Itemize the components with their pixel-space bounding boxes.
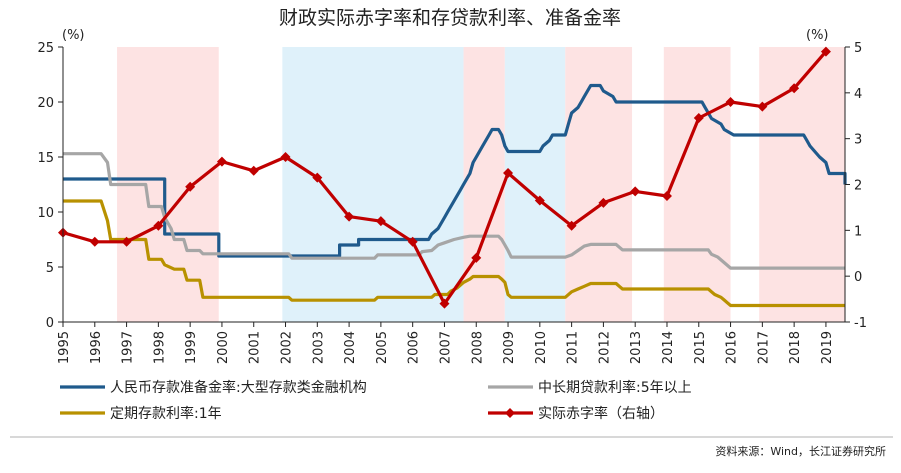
x-tick-label-23: 2018 [788, 331, 803, 364]
data-point-18 [630, 186, 641, 197]
legend-label-2: 定期存款利率:1年 [110, 405, 222, 422]
legend-label-1: 中长期贷款利率:5年以上 [538, 379, 692, 396]
left-tick-label-1: 5 [46, 261, 54, 276]
left-tick-label-5: 25 [37, 41, 54, 56]
data-point-5 [216, 156, 227, 167]
x-tick-label-1: 1996 [89, 331, 104, 364]
data-point-2 [121, 236, 132, 247]
right-tick-label-5: 4 [854, 87, 862, 102]
data-point-1 [89, 236, 100, 247]
series-layer [58, 46, 847, 309]
x-tick-label-2: 1997 [121, 331, 136, 364]
right-tick-label-0: -1 [854, 316, 867, 331]
x-tick-label-4: 1999 [184, 331, 199, 364]
data-point-7 [280, 152, 291, 162]
shaded-period-1 [282, 47, 464, 322]
shaded-periods [117, 47, 845, 322]
x-tick-label-10: 2005 [375, 331, 390, 364]
data-point-17 [598, 197, 609, 208]
x-tick-label-7: 2002 [280, 331, 295, 364]
source-note: 资料来源：Wind，长江证券研究所 [715, 444, 886, 458]
data-point-16 [566, 220, 577, 231]
shaded-period-4 [565, 47, 633, 322]
data-point-23 [789, 83, 800, 94]
x-tick-label-13: 2008 [470, 331, 485, 364]
x-tick-label-18: 2013 [629, 331, 644, 364]
legend: 人民币存款准备金率:大型存款类金融机构 中长期贷款利率:5年以上定期存款利率:1年… [60, 379, 692, 422]
data-point-20 [693, 113, 704, 124]
x-tick-label-24: 2019 [820, 331, 835, 364]
x-tick-label-11: 2006 [407, 331, 422, 364]
right-tick-label-3: 2 [854, 179, 862, 194]
x-tick-label-17: 2012 [597, 331, 612, 364]
left-axis-unit: (%) [62, 28, 85, 43]
shaded-period-3 [504, 47, 566, 322]
x-tick-label-19: 2014 [661, 331, 676, 364]
x-tick-label-5: 2000 [216, 331, 231, 364]
data-point-21 [725, 97, 736, 107]
shaded-period-5 [663, 47, 731, 322]
legend-label-3: 实际赤字率（右轴） [538, 405, 664, 422]
series-line-0 [63, 83, 847, 258]
data-point-14 [503, 168, 514, 179]
x-tick-label-9: 2004 [343, 331, 358, 364]
data-point-12 [439, 298, 450, 309]
x-tick-label-6: 2001 [248, 331, 263, 364]
data-point-9 [344, 211, 355, 222]
data-point-6 [248, 165, 259, 176]
x-tick-label-20: 2015 [693, 331, 708, 364]
data-point-13 [471, 252, 482, 263]
data-point-22 [757, 101, 768, 112]
x-tick-label-21: 2016 [725, 331, 740, 364]
left-tick-label-4: 20 [37, 96, 54, 111]
data-point-15 [534, 195, 545, 206]
right-tick-label-1: 0 [854, 270, 862, 285]
series-line-1 [63, 152, 845, 270]
data-point-11 [407, 236, 418, 247]
right-tick-label-4: 3 [854, 133, 862, 148]
chart-title: 财政实际赤字率和存贷款利率、准备金率 [279, 7, 621, 29]
data-point-24 [820, 46, 831, 57]
shaded-period-6 [759, 47, 845, 322]
data-point-19 [661, 190, 672, 201]
right-axis-unit: (%) [806, 28, 829, 43]
series-line-2 [63, 199, 845, 308]
axes: 0 5 10 15 20 25 -1 0 1 2 3 4 5 1995 1996 1997 1998 1999 20… [37, 41, 867, 364]
x-tick-label-14: 2009 [502, 331, 517, 364]
left-tick-label-3: 15 [37, 151, 54, 166]
data-point-8 [312, 172, 323, 183]
data-point-10 [375, 216, 386, 227]
left-tick-label-0: 0 [46, 316, 54, 331]
x-tick-label-12: 2007 [438, 331, 453, 364]
x-tick-label-15: 2010 [534, 331, 549, 364]
data-point-4 [185, 181, 196, 192]
x-tick-label-3: 1998 [152, 331, 167, 364]
x-tick-label-0: 1995 [57, 331, 72, 364]
x-tick-label-16: 2011 [566, 331, 581, 364]
legend-marker-3 [505, 408, 515, 418]
left-tick-label-2: 10 [37, 206, 54, 221]
right-tick-label-6: 5 [854, 41, 862, 56]
legend-label-0: 人民币存款准备金率:大型存款类金融机构 [110, 379, 367, 396]
x-tick-label-22: 2017 [756, 331, 771, 364]
x-tick-label-8: 2003 [311, 331, 326, 364]
data-point-3 [153, 220, 164, 231]
right-tick-label-2: 1 [854, 224, 862, 239]
